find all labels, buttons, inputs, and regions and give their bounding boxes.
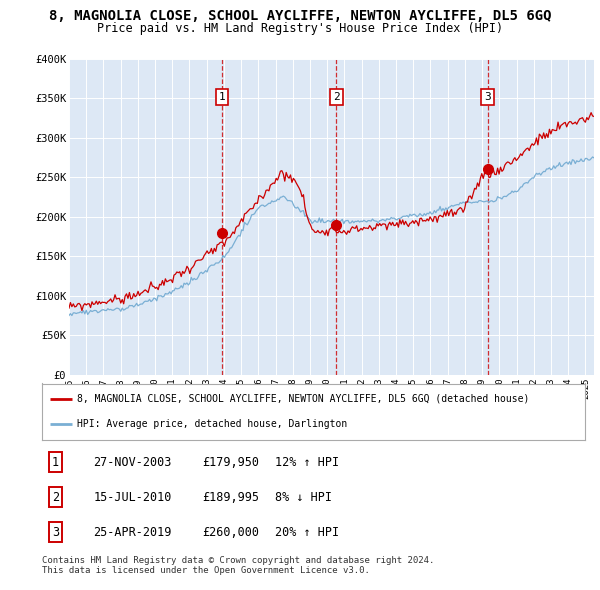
- Text: 3: 3: [484, 92, 491, 102]
- Text: 8, MAGNOLIA CLOSE, SCHOOL AYCLIFFE, NEWTON AYCLIFFE, DL5 6GQ (detached house): 8, MAGNOLIA CLOSE, SCHOOL AYCLIFFE, NEWT…: [77, 394, 530, 404]
- Text: 8% ↓ HPI: 8% ↓ HPI: [275, 490, 332, 504]
- Text: 15-JUL-2010: 15-JUL-2010: [94, 490, 172, 504]
- Text: £179,950: £179,950: [202, 455, 259, 468]
- Text: 2: 2: [333, 92, 340, 102]
- Text: 27-NOV-2003: 27-NOV-2003: [94, 455, 172, 468]
- Text: 2: 2: [52, 490, 59, 504]
- Text: 12% ↑ HPI: 12% ↑ HPI: [275, 455, 340, 468]
- Text: Price paid vs. HM Land Registry's House Price Index (HPI): Price paid vs. HM Land Registry's House …: [97, 22, 503, 35]
- Text: Contains HM Land Registry data © Crown copyright and database right 2024.
This d: Contains HM Land Registry data © Crown c…: [42, 556, 434, 575]
- Text: 20% ↑ HPI: 20% ↑ HPI: [275, 526, 340, 539]
- Text: 8, MAGNOLIA CLOSE, SCHOOL AYCLIFFE, NEWTON AYCLIFFE, DL5 6GQ: 8, MAGNOLIA CLOSE, SCHOOL AYCLIFFE, NEWT…: [49, 9, 551, 23]
- Text: 3: 3: [52, 526, 59, 539]
- Text: £189,995: £189,995: [202, 490, 259, 504]
- Text: £260,000: £260,000: [202, 526, 259, 539]
- Text: 1: 1: [52, 455, 59, 468]
- Text: HPI: Average price, detached house, Darlington: HPI: Average price, detached house, Darl…: [77, 419, 347, 430]
- Text: 25-APR-2019: 25-APR-2019: [94, 526, 172, 539]
- Text: 1: 1: [219, 92, 226, 102]
